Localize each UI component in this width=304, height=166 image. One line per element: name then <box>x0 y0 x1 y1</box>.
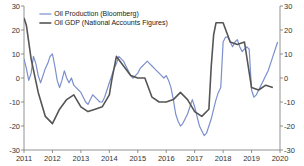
x-tick-label: 2015 <box>129 154 146 163</box>
x-tick-label: 2014 <box>101 154 118 163</box>
y2-tick <box>280 126 283 127</box>
y2-tick-label: 20 <box>284 26 292 35</box>
chart: 2011201220132014201520162017201820192020… <box>0 0 304 166</box>
y2-tick-label: 0 <box>284 74 288 83</box>
y-tick-label: -20 <box>9 122 20 131</box>
y-tick-label: 30 <box>12 2 20 11</box>
x-tick-label: 2020 <box>272 154 289 163</box>
x-tick-label: 2018 <box>215 154 232 163</box>
x-tick <box>137 150 138 153</box>
x-tick-label: 2012 <box>44 154 61 163</box>
y-tick <box>21 78 24 79</box>
y2-tick <box>280 150 283 151</box>
x-tick <box>280 150 281 153</box>
legend-label: Oil Production (Bloomberg) <box>54 10 138 18</box>
x-tick <box>24 150 25 153</box>
y-tick <box>21 54 24 55</box>
y-tick <box>21 102 24 103</box>
y2-tick-label: -30 <box>284 146 295 155</box>
legend-swatch <box>39 22 51 24</box>
y2-tick-label: 10 <box>284 50 292 59</box>
y2-tick <box>280 78 283 79</box>
x-tick <box>251 150 252 153</box>
y2-tick <box>280 6 283 7</box>
y2-tick-label: 30 <box>284 2 292 11</box>
legend: Oil Production (Bloomberg)Oil GDP (Natio… <box>39 10 167 27</box>
legend-swatch <box>39 13 51 14</box>
y2-tick-label: -10 <box>284 98 295 107</box>
legend-label: Oil GDP (National Accounts Figures) <box>54 19 167 27</box>
y2-tick <box>280 54 283 55</box>
x-tick <box>194 150 195 153</box>
plot-area <box>24 18 278 136</box>
y2-tick-label: -20 <box>284 122 295 131</box>
x-tick <box>166 150 167 153</box>
y2-tick <box>280 30 283 31</box>
y-tick-label: 20 <box>12 26 20 35</box>
x-tick <box>109 150 110 153</box>
x-tick-label: 2017 <box>186 154 203 163</box>
series-line <box>24 18 273 124</box>
x-tick <box>223 150 224 153</box>
x-tick-label: 2016 <box>158 154 175 163</box>
x-tick <box>80 150 81 153</box>
x-tick-label: 2011 <box>16 154 32 163</box>
y2-tick <box>280 102 283 103</box>
y-tick <box>21 150 24 151</box>
x-tick <box>52 150 53 153</box>
y-tick-label: 0 <box>16 74 20 83</box>
y-tick-label: -10 <box>9 98 20 107</box>
x-axis-line <box>24 150 280 151</box>
y-tick-label: 10 <box>12 50 20 59</box>
y-tick-label: -30 <box>9 146 20 155</box>
y-tick <box>21 30 24 31</box>
x-tick-label: 2019 <box>243 154 260 163</box>
y-tick <box>21 126 24 127</box>
x-tick-label: 2013 <box>73 154 90 163</box>
y-tick <box>21 6 24 7</box>
series-line <box>24 37 278 135</box>
